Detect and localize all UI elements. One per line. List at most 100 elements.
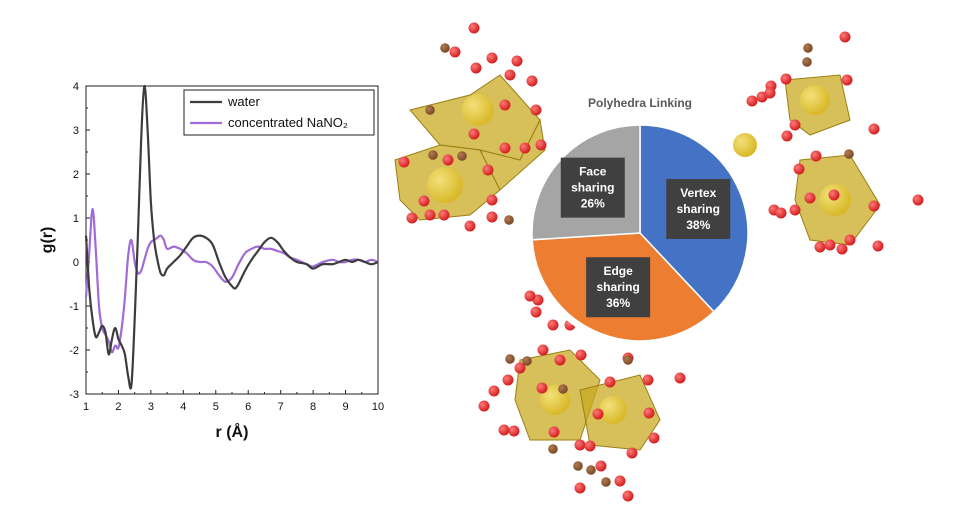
sodium-atom	[427, 167, 463, 203]
oxygen-atom	[499, 99, 511, 111]
oxygen-atom	[793, 163, 805, 175]
nitrogen-atom	[457, 151, 467, 161]
x-tick-label: 4	[180, 401, 186, 413]
oxygen-atom	[574, 482, 586, 494]
x-tick-label: 6	[245, 401, 251, 413]
y-tick-label: 4	[73, 81, 79, 93]
molecular-polyhedra-illustration	[394, 22, 924, 502]
nitrogen-atom	[623, 355, 633, 365]
oxygen-atom	[486, 194, 498, 206]
oxygen-atom	[530, 104, 542, 116]
oxygen-atom	[502, 374, 514, 386]
oxygen-atom	[575, 349, 587, 361]
oxygen-atom	[595, 460, 607, 472]
oxygen-atom	[464, 220, 476, 232]
pie-label-text: sharing	[596, 280, 639, 294]
oxygen-atom	[478, 400, 490, 412]
nitrogen-atom	[844, 149, 854, 159]
pie-label-face: Face sharing 26%	[560, 157, 625, 218]
oxygen-atom	[468, 128, 480, 140]
oxygen-atom	[622, 490, 634, 502]
pie-label-text: 26%	[581, 197, 605, 211]
oxygen-atom	[554, 354, 566, 366]
oxygen-atom	[868, 200, 880, 212]
pie-label-edge: Edge sharing 36%	[586, 257, 651, 318]
oxygen-atom	[824, 239, 836, 251]
sodium-atom	[462, 94, 494, 126]
legend-box	[183, 89, 375, 136]
nitrogen-atom	[586, 465, 596, 475]
nitrogen-atom	[803, 43, 813, 53]
oxygen-atom	[648, 432, 660, 444]
y-tick-label: -2	[69, 345, 79, 357]
pie-labels: Vertex sharing 38% Edge sharing 36% Face sharin…	[560, 157, 731, 318]
oxygen-atom	[584, 440, 596, 452]
series-lines	[84, 84, 379, 390]
pie-label-vertex: Vertex sharing 38%	[666, 178, 731, 239]
x-axis-ticks: 1 2 3 4 5 6 7 8 9 10	[83, 390, 384, 413]
x-tick-label: 10	[372, 401, 384, 413]
oxygen-atom	[482, 164, 494, 176]
oxygen-atom	[547, 319, 559, 331]
oxygen-atom	[535, 139, 547, 151]
oxygen-atom	[764, 87, 776, 99]
oxygen-atom	[781, 130, 793, 142]
x-tick-label: 8	[310, 401, 316, 413]
oxygen-atom	[406, 212, 418, 224]
oxygen-atom	[810, 150, 822, 162]
pie-label-box	[560, 157, 625, 218]
sodium-atom	[599, 396, 627, 424]
oxygen-atom	[486, 211, 498, 223]
oxygen-atom	[780, 73, 792, 85]
oxygen-atom	[775, 207, 787, 219]
sodium-atom	[800, 85, 830, 115]
oxygen-atom	[643, 407, 655, 419]
oxygen-atom	[519, 142, 531, 154]
pie-label-text: sharing	[677, 202, 720, 216]
oxygen-atom	[626, 447, 638, 459]
oxygen-atom	[537, 344, 549, 356]
y-axis-label: g(r)	[39, 227, 56, 254]
pie-label-text: Vertex	[680, 186, 716, 200]
y-tick-label: 2	[73, 169, 79, 181]
oxygen-atom	[828, 189, 840, 201]
oxygen-atom	[511, 55, 523, 67]
y-axis-ticks: -3 -2 -1 0 1 2 3 4	[69, 81, 90, 401]
oxygen-atom	[844, 234, 856, 246]
nitrogen-atom	[428, 150, 438, 160]
pie-label-box	[666, 178, 731, 239]
nitrogen-atom	[504, 215, 514, 225]
oxygen-atom	[642, 374, 654, 386]
oxygen-atom	[674, 372, 686, 384]
pie-label-text: 38%	[686, 218, 710, 232]
oxygen-atom	[470, 62, 482, 74]
oxygen-atom	[746, 95, 758, 107]
rdf-line-chart: -3 -2 -1 0 1 2 3 4 1 2 3 4 5 6 7 8 9 10 g(r) r (Å) water…	[39, 81, 384, 441]
pie-title: Polyhedra Linking	[588, 96, 692, 110]
oxygen-atom	[498, 424, 510, 436]
oxygen-atom	[614, 475, 626, 487]
oxygen-atom	[442, 154, 454, 166]
x-tick-label: 5	[213, 401, 219, 413]
oxygen-atom	[868, 123, 880, 135]
oxygen-atom	[836, 243, 848, 255]
x-tick-label: 3	[148, 401, 154, 413]
oxygen-atom	[504, 69, 516, 81]
legend: water concentrated NaNO₂	[183, 89, 375, 136]
nitrogen-atom	[505, 354, 515, 364]
x-tick-label: 2	[115, 401, 121, 413]
sodium-atom	[733, 133, 757, 157]
oxygen-atom	[530, 306, 542, 318]
oxygen-atom	[839, 31, 851, 43]
oxygen-atom	[789, 204, 801, 216]
nitrogen-atom	[425, 105, 435, 115]
x-axis-label: r (Å)	[216, 422, 249, 441]
oxygen-atom	[508, 425, 520, 437]
oxygen-atom	[524, 290, 536, 302]
oxygen-atom	[804, 192, 816, 204]
oxygen-atom	[486, 52, 498, 64]
oxygen-atom	[536, 382, 548, 394]
oxygen-atom	[912, 194, 924, 206]
oxygen-atom	[514, 362, 526, 374]
